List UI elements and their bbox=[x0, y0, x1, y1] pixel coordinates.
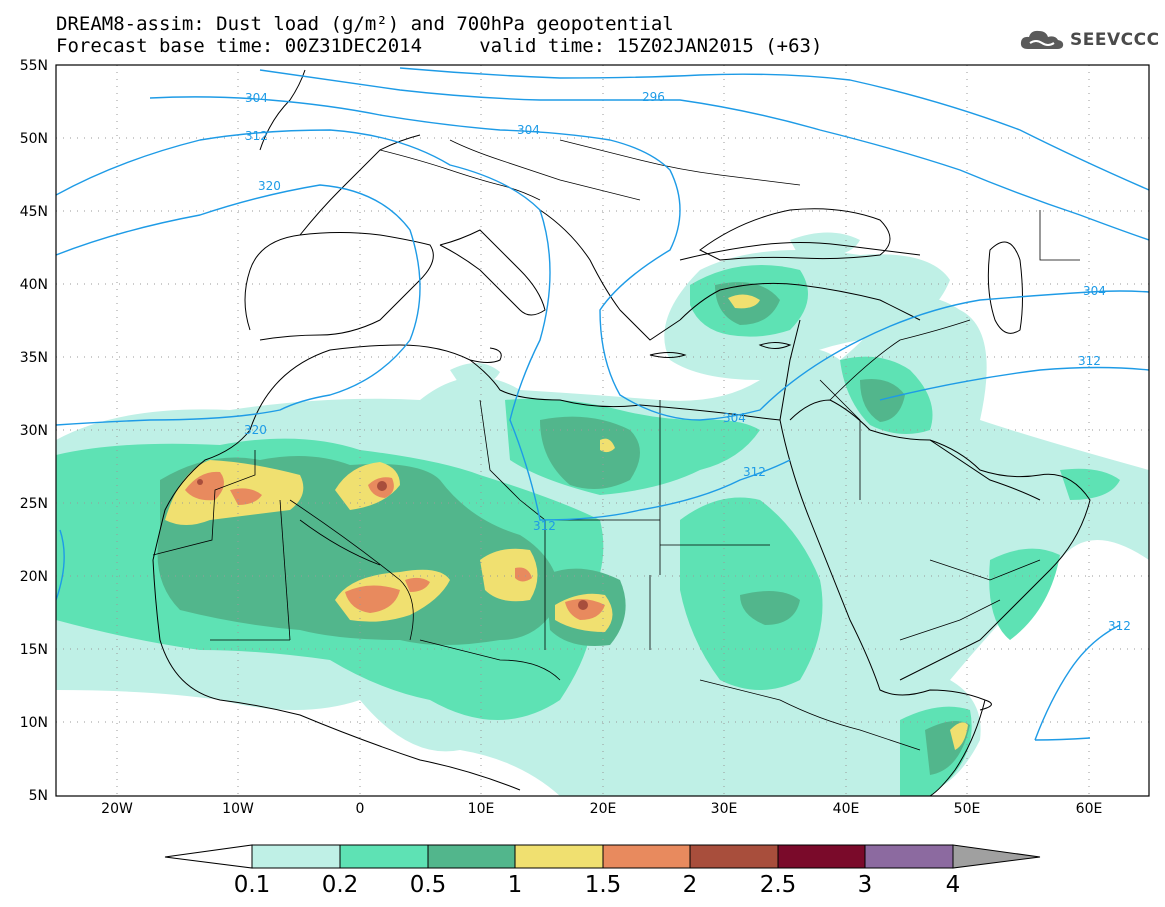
coastlines bbox=[152, 69, 1091, 796]
colorbar-tick-label: 4 bbox=[946, 872, 961, 898]
contour-label: 312 bbox=[743, 465, 766, 479]
colorbar-segment bbox=[514, 844, 604, 869]
colorbar-tick-label: 2 bbox=[683, 872, 698, 898]
colorbar-tick-label: 2.5 bbox=[760, 872, 797, 898]
lat-label: 25N bbox=[20, 496, 48, 512]
contour-label: 320 bbox=[258, 179, 281, 193]
contour-label: 312 bbox=[533, 519, 556, 533]
colorbar-segment bbox=[339, 844, 429, 869]
colorbar-tick-label: 0.2 bbox=[322, 872, 359, 898]
logo-text: SEEVCCC bbox=[1070, 30, 1160, 50]
colorbar-tick-label: 3 bbox=[858, 872, 873, 898]
contour-label: 304 bbox=[517, 123, 540, 137]
lat-label: 10N bbox=[20, 715, 48, 731]
lon-label: 20E bbox=[590, 801, 617, 817]
map-title: DREAM8-assim: Dust load (g/m²) and 700hP… bbox=[56, 13, 674, 35]
colorbar-segment bbox=[427, 844, 516, 869]
lon-label: 10W bbox=[222, 801, 254, 817]
contour-label: 296 bbox=[642, 90, 665, 104]
seevccc-logo: SEEVCCC bbox=[1018, 26, 1160, 54]
graticule bbox=[56, 65, 1149, 796]
lat-label: 40N bbox=[20, 277, 48, 293]
geopotential-contours bbox=[56, 67, 1149, 741]
contour-labels: 304 296 304 312 320 320 304 304 312 312 … bbox=[244, 90, 1131, 633]
lat-label: 55N bbox=[20, 58, 48, 74]
lon-label: 30E bbox=[711, 801, 738, 817]
contour-label: 304 bbox=[1083, 284, 1106, 298]
contour-label: 304 bbox=[245, 91, 268, 105]
lon-label: 40E bbox=[833, 801, 860, 817]
contour-label: 312 bbox=[245, 129, 268, 143]
contour-label: 312 bbox=[1078, 354, 1101, 368]
contour-label: 304 bbox=[723, 411, 746, 425]
lat-label: 30N bbox=[20, 423, 48, 439]
lat-label: 5N bbox=[29, 788, 48, 804]
colorbar-tick-label: 1 bbox=[508, 872, 523, 898]
contour-label: 312 bbox=[1108, 619, 1131, 633]
lat-label: 45N bbox=[20, 204, 48, 220]
cloud-icon bbox=[1020, 30, 1064, 49]
contour-label: 320 bbox=[244, 423, 267, 437]
colorbar-tick-label: 1.5 bbox=[585, 872, 622, 898]
dust-level-2 bbox=[197, 479, 588, 610]
lon-label: 0 bbox=[356, 801, 365, 817]
colorbar-segment bbox=[602, 844, 691, 869]
lat-label: 20N bbox=[20, 569, 48, 585]
colorbar-tick-label: 0.1 bbox=[234, 872, 271, 898]
borders bbox=[152, 139, 1080, 751]
map-frame bbox=[55, 64, 1150, 797]
lat-label: 35N bbox=[20, 350, 48, 366]
colorbar-segment bbox=[689, 844, 779, 869]
lat-label: 50N bbox=[20, 131, 48, 147]
colorbar-segment bbox=[864, 844, 954, 869]
lat-label: 15N bbox=[20, 642, 48, 658]
longitude-labels: 20W 10W 0 10E 20E 30E 40E 50E 60E bbox=[101, 801, 1102, 817]
colorbar-segment bbox=[251, 844, 341, 869]
lon-label: 20W bbox=[101, 801, 133, 817]
forecast-time-line: Forecast base time: 00Z31DEC2014 valid t… bbox=[56, 35, 823, 57]
lon-label: 50E bbox=[954, 801, 981, 817]
latitude-labels: 55N 50N 45N 40N 35N 30N 25N 20N 15N 10N … bbox=[20, 58, 48, 804]
colorbar-right-arrow bbox=[952, 844, 1041, 869]
lon-label: 10E bbox=[468, 801, 495, 817]
lon-label: 60E bbox=[1076, 801, 1103, 817]
colorbar-tick-label: 0.5 bbox=[410, 872, 447, 898]
colorbar-left-arrow bbox=[164, 844, 253, 869]
colorbar-segment bbox=[777, 844, 866, 869]
colorbar: 0.1 0.2 0.5 1 1.5 2 2.5 3 4 bbox=[164, 844, 1041, 898]
